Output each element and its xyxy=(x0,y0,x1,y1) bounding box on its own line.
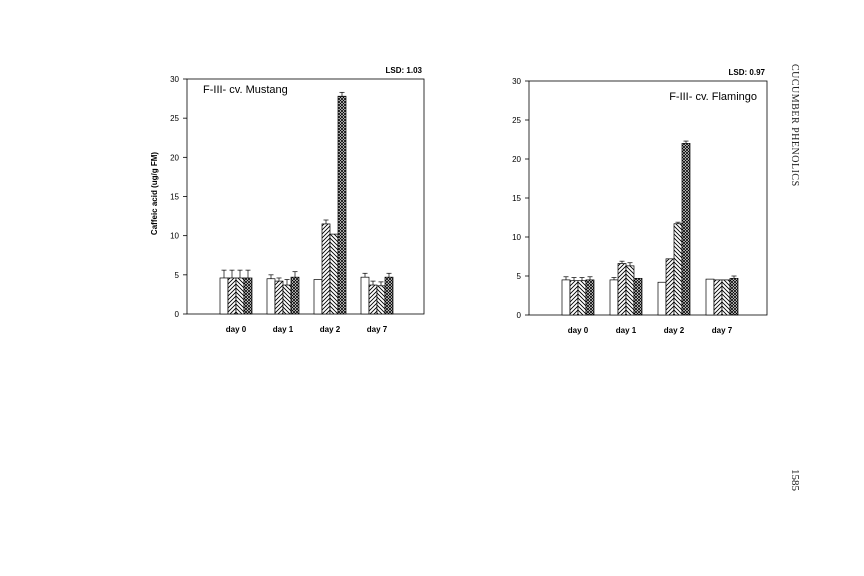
bar xyxy=(657,281,667,316)
bar xyxy=(368,284,378,315)
bar xyxy=(673,223,683,316)
y-tick-label: 25 xyxy=(170,114,179,123)
bar xyxy=(219,277,229,315)
bar xyxy=(274,280,284,315)
y-tick-label: 15 xyxy=(512,194,521,203)
page-number: 1585 xyxy=(789,469,801,491)
chart-mustang: 0 5 10 15 20 25 30 Caffeic acid (ug/g FM) F-III-… xyxy=(150,66,425,334)
running-head: CUCUMBER PHENOLICS xyxy=(789,64,800,187)
bar xyxy=(266,278,276,315)
bar xyxy=(384,276,394,315)
chart-title: F-III- cv. Flamingo xyxy=(669,91,757,103)
bar xyxy=(376,285,386,315)
lsd-label: LSD: 0.97 xyxy=(729,68,766,77)
x-tick-label: day 2 xyxy=(664,326,685,335)
bar xyxy=(282,284,292,315)
y-tick-label: 5 xyxy=(517,272,522,281)
bar xyxy=(625,265,635,316)
y-tick-label: 0 xyxy=(175,310,180,319)
bar xyxy=(561,279,571,316)
bar xyxy=(569,280,579,316)
bar xyxy=(609,279,619,316)
bar xyxy=(617,263,627,316)
x-tick-label: day 0 xyxy=(226,325,247,334)
bar xyxy=(329,233,339,315)
bar xyxy=(721,279,731,316)
bar xyxy=(681,143,691,316)
y-tick-label: 0 xyxy=(517,311,522,320)
y-tick-label: 20 xyxy=(512,155,521,164)
y-axis-label: Caffeic acid (ug/g FM) xyxy=(150,152,159,235)
bar xyxy=(235,277,245,315)
y-tick-label: 15 xyxy=(170,193,179,202)
bar xyxy=(633,277,643,316)
bar xyxy=(337,95,347,315)
bar xyxy=(665,258,675,316)
bar xyxy=(705,278,715,316)
y-tick-label: 30 xyxy=(512,77,521,86)
bar xyxy=(313,279,323,315)
chart-title: F-III- cv. Mustang xyxy=(203,84,288,96)
chart-flamingo: 0 5 10 15 20 25 30 F-III- cv. Flamingo LSD: 0.97… xyxy=(512,68,768,335)
lsd-label: LSD: 1.03 xyxy=(386,66,423,75)
y-tick-label: 10 xyxy=(512,233,521,242)
y-tick-label: 30 xyxy=(170,75,179,84)
bar xyxy=(227,277,237,315)
bar xyxy=(360,276,370,315)
x-tick-label: day 0 xyxy=(568,326,589,335)
y-tick-label: 20 xyxy=(170,153,179,162)
bar xyxy=(713,279,723,316)
bar xyxy=(577,280,587,316)
x-tick-label: day 7 xyxy=(712,326,733,335)
bar xyxy=(729,277,739,316)
x-tick-label: day 1 xyxy=(616,326,637,335)
bar xyxy=(290,276,300,315)
x-tick-label: day 7 xyxy=(367,325,388,334)
y-tick-label: 25 xyxy=(512,116,521,125)
bar xyxy=(321,223,331,315)
bar xyxy=(585,279,595,316)
bar xyxy=(243,277,253,315)
x-tick-label: day 2 xyxy=(320,325,341,334)
y-tick-label: 5 xyxy=(175,271,180,280)
y-tick-label: 10 xyxy=(170,232,179,241)
x-tick-label: day 1 xyxy=(273,325,294,334)
